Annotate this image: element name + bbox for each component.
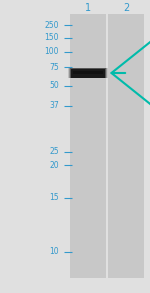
Bar: [71, 69, 105, 78]
Text: 75: 75: [49, 62, 59, 71]
Text: 250: 250: [45, 21, 59, 30]
Bar: [70, 68, 106, 78]
Text: 50: 50: [49, 81, 59, 91]
Bar: [73, 71, 103, 74]
Text: 15: 15: [49, 193, 59, 202]
Text: 25: 25: [49, 147, 59, 156]
Text: 100: 100: [45, 47, 59, 57]
Text: 20: 20: [49, 161, 59, 169]
Bar: [70, 14, 106, 278]
Text: 10: 10: [49, 248, 59, 256]
Bar: [108, 14, 144, 278]
Text: 1: 1: [85, 3, 91, 13]
Bar: [68, 68, 108, 79]
Text: 37: 37: [49, 101, 59, 110]
Text: 150: 150: [45, 33, 59, 42]
Text: 2: 2: [123, 3, 129, 13]
Bar: [69, 68, 107, 78]
